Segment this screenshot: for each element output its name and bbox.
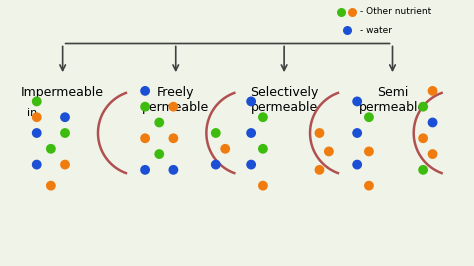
Point [316, 168, 323, 172]
Point [365, 184, 373, 188]
Point [259, 147, 267, 151]
Point [325, 149, 333, 153]
Point [259, 184, 267, 188]
Point [429, 152, 437, 156]
Point [141, 136, 149, 140]
Point [155, 152, 163, 156]
Point [419, 168, 427, 172]
Point [155, 120, 163, 124]
Point [170, 105, 177, 109]
Point [419, 136, 427, 140]
Point [429, 120, 437, 124]
Point [141, 168, 149, 172]
Text: - Other nutrient: - Other nutrient [359, 7, 431, 16]
Point [419, 105, 427, 109]
Point [33, 99, 40, 103]
Point [337, 10, 345, 14]
Point [47, 147, 55, 151]
Point [33, 131, 40, 135]
Point [354, 163, 361, 167]
Point [212, 163, 219, 167]
Text: Selectively
permeable: Selectively permeable [250, 86, 319, 114]
Point [33, 115, 40, 119]
Point [247, 131, 255, 135]
Point [316, 131, 323, 135]
Point [429, 89, 437, 93]
Point [61, 163, 69, 167]
Point [365, 115, 373, 119]
Point [170, 136, 177, 140]
Point [212, 131, 219, 135]
Point [247, 99, 255, 103]
Point [365, 149, 373, 153]
Text: in: in [27, 108, 37, 118]
Point [141, 105, 149, 109]
Point [33, 163, 40, 167]
Point [343, 28, 350, 32]
Point [221, 147, 229, 151]
Point [259, 115, 267, 119]
Point [170, 168, 177, 172]
Point [47, 184, 55, 188]
Text: Freely
permeable: Freely permeable [142, 86, 210, 114]
Text: Semi
permeable: Semi permeable [359, 86, 426, 114]
Text: Impermeable: Impermeable [21, 86, 104, 99]
Point [61, 131, 69, 135]
Point [61, 115, 69, 119]
Text: - water: - water [359, 26, 392, 35]
Point [349, 10, 356, 14]
Point [247, 163, 255, 167]
Point [141, 89, 149, 93]
Point [354, 99, 361, 103]
Point [354, 131, 361, 135]
